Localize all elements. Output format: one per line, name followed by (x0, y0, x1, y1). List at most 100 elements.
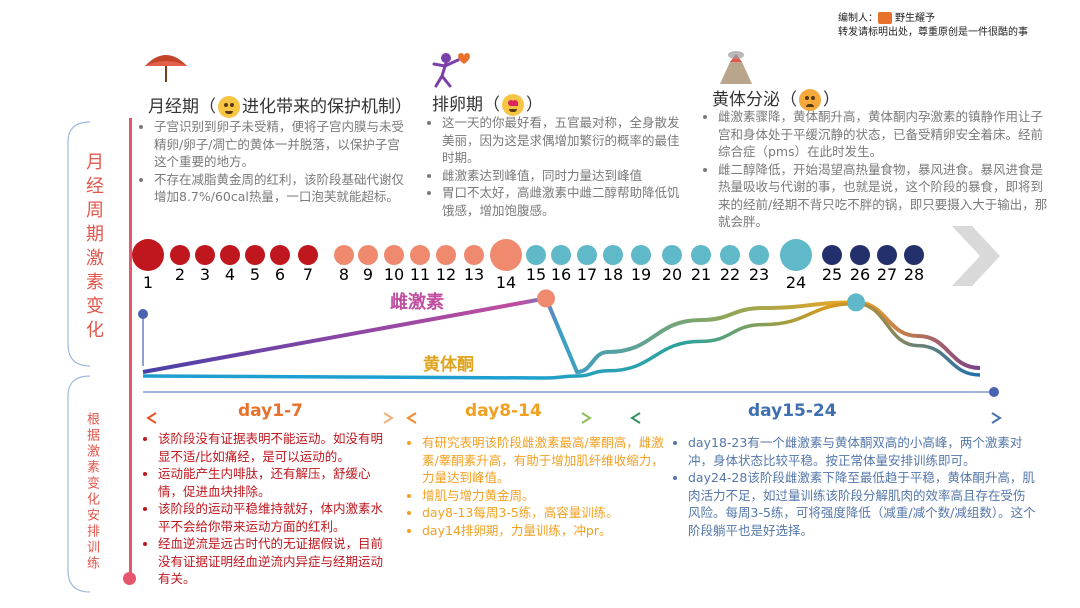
day-dot (170, 245, 190, 265)
day-label: 21 (691, 265, 711, 284)
day-dot (749, 245, 769, 265)
side-label-training: 根据激素变化安排训练 (84, 412, 99, 572)
timeline-axis (129, 118, 132, 580)
hormone-curves (142, 289, 981, 380)
range-arrow-2-left (406, 412, 417, 424)
training-r2-item: 增肌与增力黄金周。 (422, 487, 670, 505)
day-label: 18 (603, 265, 623, 284)
side-brackets (67, 121, 91, 593)
phase-title-menstrual-text: 月经期（ (148, 97, 216, 117)
luteal-peak-marker (847, 293, 865, 312)
day-dot (551, 245, 571, 265)
estrogen-label: 雌激素 (390, 291, 444, 313)
day-label: 1 (143, 273, 153, 292)
day-label: 11 (410, 265, 430, 284)
day-label: 23 (749, 265, 769, 284)
desc-menstrual-item: 子宫识别到卵子未受精，便将子宫内膜与未受精卵/卵子/凋亡的黄体一并脱落，以保护子… (154, 118, 412, 171)
credit-block: 编制人： 野生耀予 转发请标明出处，尊重原创是一件很酷的事 (838, 12, 1078, 40)
range-arrow-1-right (383, 412, 394, 424)
dancing-figure-icon (432, 53, 470, 88)
day-dot (270, 245, 290, 265)
estrogen-line (142, 296, 981, 375)
day-label: 17 (577, 265, 597, 284)
timeline-axis-end (123, 572, 136, 585)
day-label: 8 (339, 265, 349, 284)
day-label: 14 (496, 273, 516, 292)
day-dot (436, 245, 456, 265)
phase-title-ovulation-suffix: ） (526, 95, 543, 115)
day-dot (526, 245, 546, 265)
training-r2-item: day8-13每周3-5练，高容量训练。 (422, 504, 670, 522)
credit-author-line: 编制人： 野生耀予 (838, 12, 1078, 26)
desc-menstrual: 子宫识别到卵子未受精，便将子宫内膜与未受精卵/卵子/凋亡的黄体一并脱落，以保护子… (140, 118, 412, 206)
day-dot (631, 245, 651, 265)
day-label: 16 (551, 265, 571, 284)
day-dot (464, 245, 484, 265)
range-label-1: day1-7 (238, 401, 303, 421)
day-label: 5 (250, 265, 260, 284)
day-label: 13 (464, 265, 484, 284)
range-arrow-2-right (581, 412, 592, 424)
day-dot (298, 245, 318, 265)
day-label: 3 (200, 265, 210, 284)
author-avatar-icon (878, 12, 892, 24)
worried-face-icon (218, 96, 240, 118)
range-arrow-3-right (991, 412, 1002, 424)
day-label: 6 (275, 265, 285, 284)
side-label-hormone: 月经周期激素变化 (83, 152, 104, 344)
day-label: 28 (904, 265, 924, 284)
day-dot (410, 245, 430, 265)
range-label-2: day8-14 (465, 401, 542, 421)
training-r3-item: day18-23有一个雌激素与黄体酮双高的小高峰，两个激素对冲，身体状态比较平稳… (688, 434, 1036, 469)
phase-title-ovulation-text: 排卵期（ (432, 95, 500, 115)
day-dot (904, 245, 924, 265)
phase-title-menstrual: 月经期（ 进化带来的保护机制） (148, 92, 412, 118)
day-dot (603, 245, 623, 265)
progesterone-line (142, 301, 981, 380)
day-dot (490, 239, 522, 271)
day-label: 24 (786, 273, 806, 292)
day-label: 2 (175, 265, 185, 284)
day-label: 20 (662, 265, 682, 284)
phase-title-menstrual-suffix: 进化带来的保护机制） (242, 97, 412, 117)
day-dot (780, 239, 812, 271)
day-dot (195, 245, 215, 265)
training-r1: 该阶段没有证据表明不能运动。如没有明显不适/比如痛经，是可以运动的。 运动能产生… (144, 430, 394, 588)
day-label: 10 (384, 265, 404, 284)
day-dot (358, 245, 378, 265)
day-label: 25 (822, 265, 842, 284)
day-label: 4 (225, 265, 235, 284)
credit-prefix: 编制人： (838, 13, 878, 24)
training-r1-item: 该阶段的运动平稳维持就好，体内激素水平不会给你带来运动方面的红利。 (158, 500, 394, 535)
day-dot (720, 245, 740, 265)
training-r2-item: 有研究表明该阶段雌激素最高/睾酮高，雌激素/睾酮素升高，有助于增加肌纤维收缩力，… (422, 434, 670, 487)
day-dot (132, 239, 164, 271)
day-dot (220, 245, 240, 265)
day-dot (384, 245, 404, 265)
range-label-3: day15-24 (748, 401, 837, 421)
credit-author: 野生耀予 (895, 13, 935, 24)
sad-face-icon (799, 89, 821, 111)
credit-notice: 转发请标明出处，尊重原创是一件很酷的事 (838, 27, 1028, 38)
desc-menstrual-item: 不存在减脂黄金周的红利，该阶段基础代谢仅增加8.7%/60cal热量，一口泡芙就… (154, 171, 412, 206)
day-dot (334, 245, 354, 265)
day-dot (577, 245, 597, 265)
day-label: 26 (850, 265, 870, 284)
heart-eyes-face-icon (502, 94, 524, 116)
range-arrow-1-left (146, 412, 157, 424)
day-label: 22 (720, 265, 740, 284)
phase-title-luteal-suffix: ） (823, 90, 840, 110)
range-arrows (146, 412, 1002, 424)
range-arrow-3-left (630, 412, 641, 424)
training-r3: day18-23有一个雌激素与黄体酮双高的小高峰，两个激素对冲，身体状态比较平稳… (674, 434, 1036, 539)
desc-ovulation-item: 胃口不太好，高雌激素中雌二醇帮助降低饥饿感，增加饱腹感。 (442, 184, 690, 219)
day-dot (691, 245, 711, 265)
day-label: 19 (631, 265, 651, 284)
desc-ovulation: 这一天的你最好看，五官最对称，全身散发美丽，因为这是求偶增加繁衍的概率的最佳时期… (428, 114, 690, 219)
training-r2: 有研究表明该阶段雌激素最高/睾酮高，雌激素/睾酮素升高，有助于增加肌纤维收缩力，… (408, 434, 670, 539)
day-dot (877, 245, 897, 265)
desc-ovulation-item: 雌激素达到峰值，同时力量达到峰值 (442, 167, 690, 185)
day-label: 27 (877, 265, 897, 284)
day-dot (850, 245, 870, 265)
